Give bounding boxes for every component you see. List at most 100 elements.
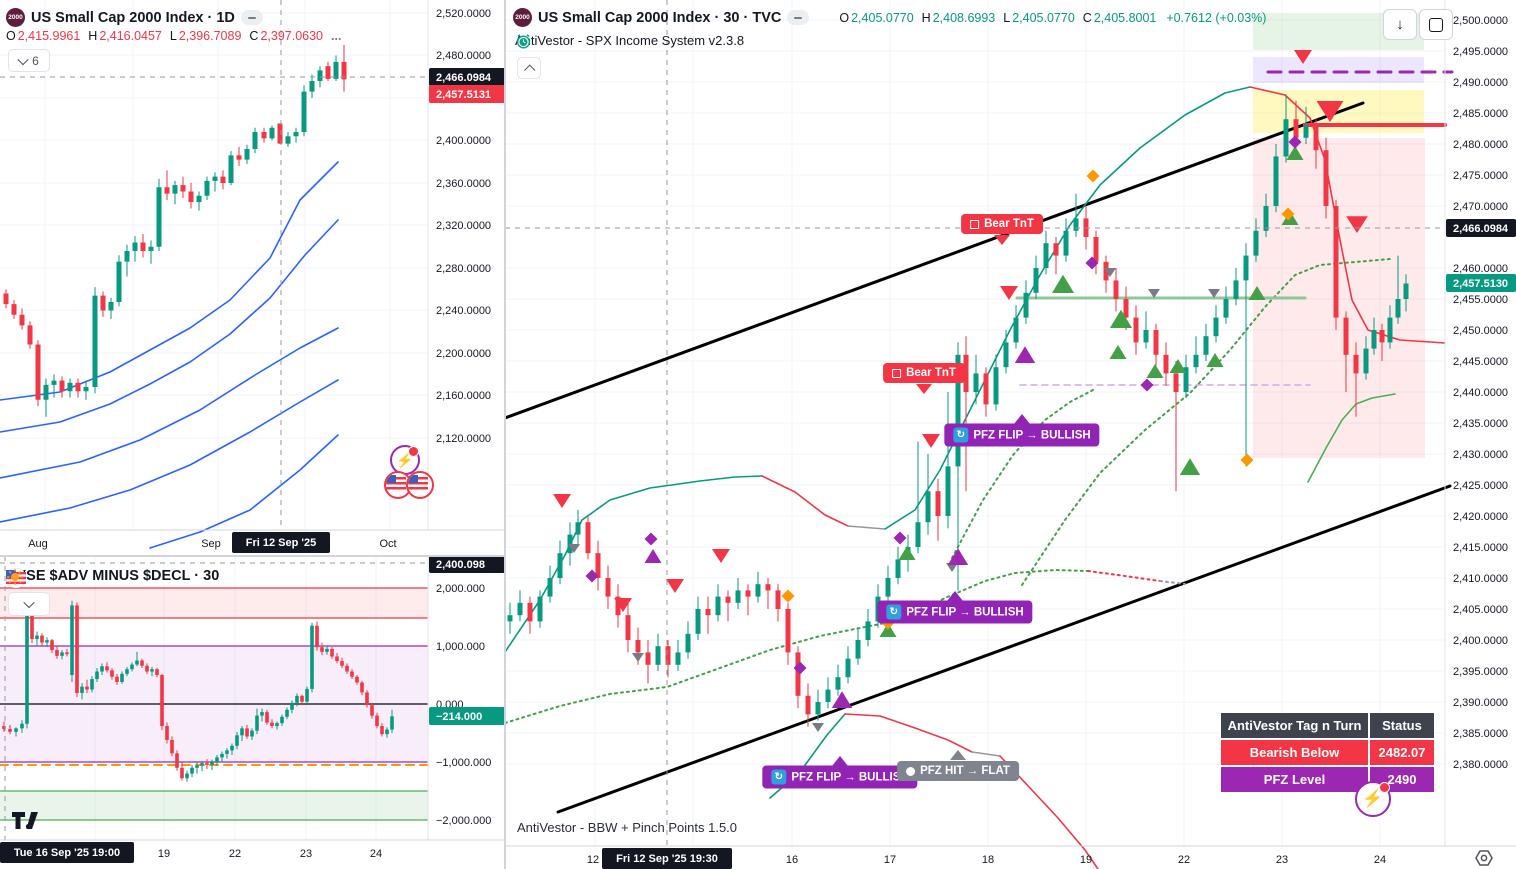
hide-indicator-icon[interactable] (787, 10, 810, 25)
candle (3, 293, 9, 305)
price-badge-value: 2,457.5131 (436, 89, 491, 101)
candle (235, 735, 239, 746)
indicator-band (0, 791, 428, 820)
daily-chart-canvas[interactable]: 2,520.00002,480.00002,440.00002,400.0000… (0, 0, 505, 556)
candle (595, 553, 601, 578)
candle (1243, 255, 1249, 281)
scroll-to-recent-button[interactable]: ↓ (1383, 9, 1417, 40)
candle (1333, 206, 1339, 318)
candle (635, 640, 641, 653)
price-badge (429, 68, 505, 86)
indicator-line (1307, 393, 1396, 483)
price-tick-label: 2,455.0000 (1453, 294, 1508, 306)
lightning-alert-icon[interactable]: ⚡ (1355, 781, 1391, 817)
indicator-label-spx-income[interactable]: AntiVestor - SPX Income System v2.3.8 (515, 33, 745, 48)
time-badge (0, 842, 134, 863)
candle (1003, 342, 1009, 368)
candle (250, 730, 254, 737)
indicator-line (971, 751, 1001, 757)
time-badge (602, 848, 732, 869)
purple-diamond-icon (585, 569, 599, 583)
candle (180, 185, 186, 192)
candle (210, 762, 214, 765)
timezone-settings-icon[interactable] (1475, 850, 1493, 866)
sun-icon (7, 569, 23, 585)
bull-triangle-icon (1248, 286, 1266, 300)
candle (665, 646, 671, 665)
ohlc-more-ellipsis[interactable]: ... (331, 29, 342, 43)
candle (261, 132, 267, 139)
pfz-flip-bullish-label[interactable]: ↻ PFZ FLIP → BULLISH (762, 765, 918, 789)
indicator-collapse-button[interactable] (517, 57, 541, 79)
bull-triangle-icon (1169, 359, 1187, 373)
candle (135, 660, 139, 665)
bear-tnt-label[interactable]: Bear TnT (883, 363, 965, 383)
callout-text: Bear TnT (984, 218, 1034, 230)
candle (1395, 299, 1401, 318)
bull-triangle-icon (1286, 146, 1304, 160)
bear-triangle-icon (1000, 286, 1018, 300)
time-badge-value: Fri 12 Sep '25 19:30 (616, 853, 718, 865)
indicators-collapse-button[interactable]: 6 (8, 49, 50, 72)
bear-triangle-icon (553, 494, 571, 508)
candle (1073, 218, 1079, 231)
candle (236, 155, 242, 160)
ohlc-open-label: O (839, 10, 850, 25)
us-flag-event-icon-2[interactable] (406, 471, 434, 499)
callout-text: PFZ FLIP → BULLISH (791, 771, 909, 783)
chevron-up-icon (524, 64, 536, 76)
indicator-line (847, 525, 886, 530)
price-tick-label: 2,200.0000 (436, 348, 491, 360)
candle (51, 380, 57, 385)
bull-triangle-icon (1179, 458, 1201, 475)
indicator-label-bbw-pinch[interactable]: AntiVestor - BBW + Pinch Points 1.5.0 (517, 820, 738, 835)
candle (156, 187, 162, 247)
candle (815, 702, 821, 715)
candle (195, 765, 199, 768)
candle (1293, 119, 1299, 138)
candle (11, 304, 17, 315)
table-cell-pfz-value: 2490 (1370, 767, 1434, 792)
pane-divider-horizontal[interactable] (0, 555, 505, 557)
candle (675, 652, 681, 665)
pfz-flip-bullish-label[interactable]: ↻ PFZ FLIP → BULLISH (944, 423, 1100, 447)
candle (320, 647, 324, 652)
candle (785, 609, 791, 653)
callout-tail (994, 235, 1010, 245)
candle (567, 534, 573, 554)
bull-triangle-icon (1109, 345, 1127, 359)
candle (132, 242, 138, 251)
breadth-chart-canvas[interactable]: 2,000.0001,000.0000.000−1,000.000−2,000.… (0, 556, 505, 869)
time-badge (232, 532, 330, 553)
table-cell-pfz-level: PFZ Level (1221, 767, 1368, 792)
candle (140, 242, 146, 251)
candle (375, 715, 379, 727)
price-tick-label: 2,480.0000 (436, 50, 491, 62)
tradingview-logo[interactable] (12, 812, 42, 832)
candle (935, 491, 941, 516)
candle (293, 132, 299, 137)
ohlc-high-value: 2,416.0457 (99, 29, 162, 43)
candle (155, 669, 159, 675)
pfz-hit-flat-label[interactable]: PFZ HIT → FLAT (897, 761, 1019, 781)
intraday-chart-canvas[interactable]: 2,500.0000 2,495.0000 2,490.0000 2,485.0000… (505, 0, 1516, 869)
candle (225, 750, 229, 754)
candle (333, 61, 339, 79)
alarm-clock-icon[interactable] (515, 33, 532, 50)
candle (2, 726, 6, 729)
candle (1253, 230, 1259, 256)
time-tick-label: 22 (229, 848, 241, 860)
candle (270, 722, 274, 727)
time-tick-label: Oct (379, 538, 396, 550)
candle (165, 726, 169, 740)
pfz-flip-bullish-label[interactable]: ↻ PFZ FLIP → BULLISH (877, 600, 1033, 624)
orange-diamond-icon (1281, 207, 1295, 221)
indicators-collapse-button-breadth[interactable] (8, 592, 50, 616)
us-flag-event-icon[interactable] (384, 471, 412, 499)
pane-divider-vertical[interactable] (504, 0, 506, 869)
fullscreen-button[interactable] (1419, 9, 1453, 40)
hide-indicator-icon[interactable] (240, 10, 263, 25)
indicator-line (844, 713, 973, 753)
antivestor-status-table: AntiVestor Tag n Turn Status Bearish Bel… (1221, 713, 1434, 792)
bear-tnt-label[interactable]: Bear TnT (961, 214, 1043, 234)
